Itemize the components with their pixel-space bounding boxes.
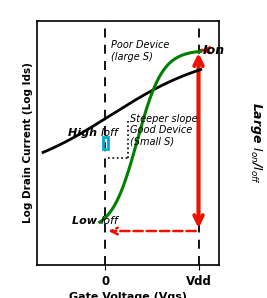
Text: Large $\mathit{I_{on}}$/$\mathit{I_{off}}$: Large $\mathit{I_{on}}$/$\mathit{I_{off}… [248, 102, 264, 184]
Text: Ioff: Ioff [101, 216, 119, 226]
Text: Steeper slope
Good Device
(Small S): Steeper slope Good Device (Small S) [131, 114, 198, 147]
Y-axis label: Log Drain Current (Log Ids): Log Drain Current (Log Ids) [23, 63, 33, 224]
Text: Low: Low [72, 216, 101, 226]
Text: Poor Device
(large S): Poor Device (large S) [111, 41, 170, 62]
Text: Ioff: Ioff [101, 128, 119, 138]
Text: High: High [68, 128, 101, 138]
Text: Ion: Ion [203, 44, 225, 57]
X-axis label: Gate Voltage (Vgs): Gate Voltage (Vgs) [69, 292, 187, 298]
